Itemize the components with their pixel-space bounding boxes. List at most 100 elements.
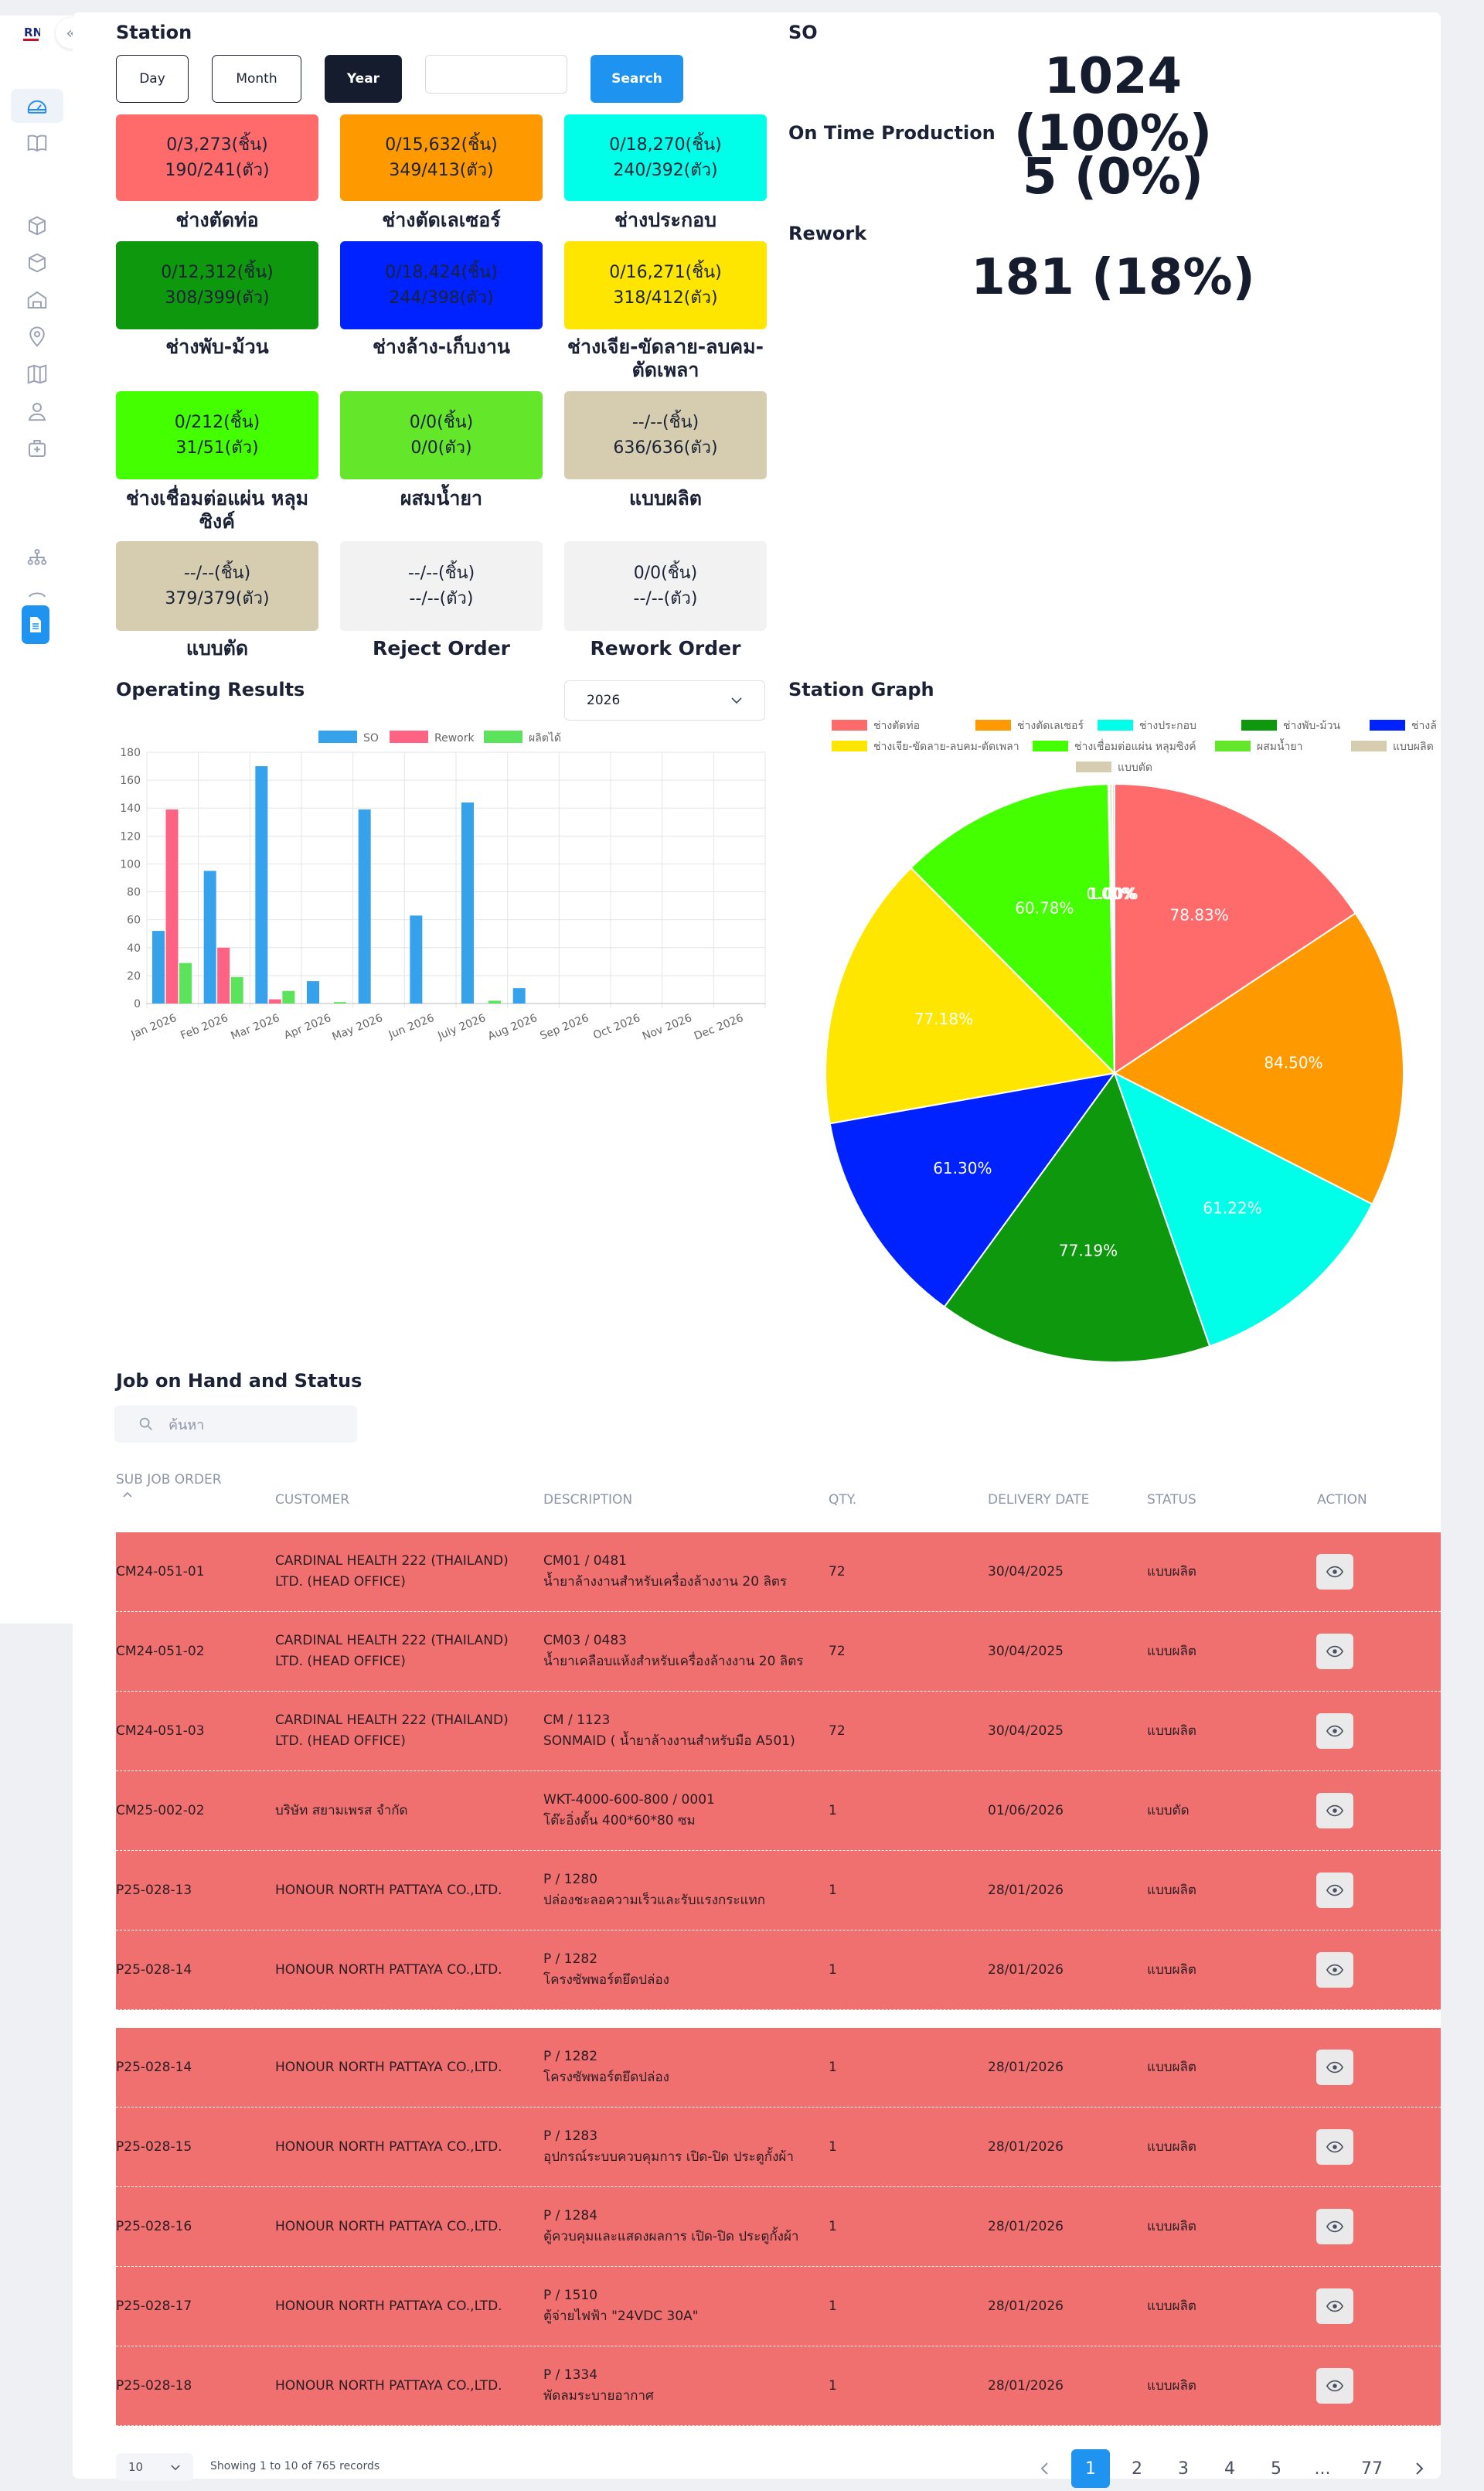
date-input[interactable] bbox=[425, 55, 567, 94]
station-tile[interactable]: 0/18,270(ชิ้น) 240/392(ตัว) bbox=[564, 114, 767, 201]
cell-description-code: P / 1284 bbox=[543, 2208, 598, 2223]
filter-month-button[interactable]: Month bbox=[212, 55, 301, 103]
view-button[interactable] bbox=[1316, 1713, 1353, 1749]
station-tile[interactable]: 0/15,632(ชิ้น) 349/413(ตัว) bbox=[340, 114, 543, 201]
legend-label: แบบตัด bbox=[1118, 762, 1152, 774]
station-tile[interactable]: 0/212(ชิ้น) 31/51(ตัว) bbox=[116, 391, 318, 479]
page-button[interactable]: 4 bbox=[1224, 2459, 1235, 2479]
cell-status: แบบผลิต bbox=[1147, 2219, 1196, 2234]
station-tile[interactable]: 0/0(ชิ้น) 0/0(ตัว) bbox=[340, 391, 543, 479]
sidebar-item-cube[interactable] bbox=[11, 246, 63, 280]
station-graph-chart: ช่างตัดท่อ ช่างตัดเลเซอร์ ช่างประกอบ ช่างพั… bbox=[825, 718, 1438, 1364]
prev-page-button[interactable] bbox=[1025, 2449, 1064, 2488]
view-button[interactable] bbox=[1316, 2288, 1353, 2324]
table-row[interactable]: P25-028-15 HONOUR NORTH PATTAYA CO.,LTD. P… bbox=[116, 2108, 1441, 2187]
filter-day-button[interactable]: Day bbox=[116, 55, 189, 103]
station-tile[interactable]: 0/3,273(ชิ้น) 190/241(ตัว) bbox=[116, 114, 318, 201]
col-delivery-date[interactable]: DELIVERY DATE bbox=[988, 1492, 1090, 1508]
page-button[interactable]: 2 bbox=[1132, 2459, 1142, 2479]
page-size-select[interactable]: 10 bbox=[116, 2453, 193, 2481]
y-tick-label: 100 bbox=[120, 858, 141, 871]
view-button[interactable] bbox=[1316, 1554, 1353, 1590]
page-button[interactable]: 1 bbox=[1071, 2449, 1110, 2488]
y-tick-label: 40 bbox=[127, 942, 141, 955]
filter-year-button[interactable]: Year bbox=[325, 55, 402, 103]
page-button[interactable]: 5 bbox=[1271, 2459, 1281, 2479]
sort-up-icon[interactable] bbox=[122, 1491, 133, 1498]
sidebar-item-medical[interactable] bbox=[11, 431, 63, 465]
sidebar-item-location[interactable] bbox=[11, 320, 63, 354]
cell-description-text: โครงซัพพอร์ตยึดปล่อง bbox=[543, 2070, 669, 2085]
station-tile[interactable]: 0/12,312(ชิ้น) 308/399(ตัว) bbox=[116, 241, 318, 329]
cell-description-code: P / 1282 bbox=[543, 1951, 598, 1967]
station-tile[interactable]: 0/18,424(ชิ้น) 244/398(ตัว) bbox=[340, 241, 543, 329]
page-button[interactable]: 3 bbox=[1178, 2459, 1189, 2479]
sidebar-item-arc[interactable] bbox=[11, 576, 63, 610]
cell-description-code: WKT-4000-600-800 / 0001 bbox=[543, 1792, 715, 1808]
station-tile[interactable]: 0/16,271(ชิ้น) 318/412(ตัว) bbox=[564, 241, 767, 329]
tile-units: 379/379(ตัว) bbox=[165, 589, 270, 608]
legend-swatch bbox=[832, 720, 867, 731]
bar bbox=[358, 809, 371, 1004]
sidebar-item-map[interactable] bbox=[11, 357, 63, 391]
speedometer-icon bbox=[27, 100, 47, 114]
jobs-search-input[interactable]: ค้นหา bbox=[114, 1406, 357, 1443]
cell-delivery-date: 30/04/2025 bbox=[988, 1564, 1064, 1579]
sidebar-item-warehouse[interactable] bbox=[11, 283, 63, 317]
col-customer[interactable]: CUSTOMER bbox=[275, 1492, 350, 1508]
station-tile[interactable]: --/--(ชิ้น) 379/379(ตัว) bbox=[116, 541, 318, 631]
sidebar-item-document[interactable] bbox=[22, 605, 49, 644]
station-tile[interactable]: --/--(ชิ้น) --/--(ตัว) bbox=[340, 541, 543, 631]
cell-qty: 1 bbox=[829, 1803, 837, 1818]
view-button[interactable] bbox=[1316, 1793, 1353, 1828]
station-tile[interactable]: 0/0(ชิ้น) --/--(ตัว) bbox=[564, 541, 767, 631]
eye-icon bbox=[1326, 1804, 1343, 1817]
view-button[interactable] bbox=[1316, 2129, 1353, 2165]
tile-pieces: 0/3,273(ชิ้น) bbox=[166, 135, 268, 155]
table-row[interactable]: P25-028-17 HONOUR NORTH PATTAYA CO.,LTD. P… bbox=[116, 2267, 1441, 2346]
rework-value: 181 (18%) bbox=[971, 249, 1255, 306]
cell-description-code: CM / 1123 bbox=[543, 1712, 611, 1728]
sidebar-item-user[interactable] bbox=[11, 394, 63, 428]
table-row[interactable]: P25-028-18 HONOUR NORTH PATTAYA CO.,LTD. P… bbox=[116, 2346, 1441, 2426]
table-row[interactable]: P25-028-16 HONOUR NORTH PATTAYA CO.,LTD. P… bbox=[116, 2187, 1441, 2267]
sidebar-item-org[interactable] bbox=[11, 540, 63, 574]
col-description[interactable]: DESCRIPTION bbox=[543, 1492, 633, 1508]
table-row[interactable]: CM25-002-02 บริษัท สยามเพรส จำกัด WKT-4000… bbox=[116, 1771, 1441, 1851]
table-row[interactable]: CM24-051-03 CARDINAL HEALTH 222 (THAILAND… bbox=[116, 1692, 1441, 1771]
sidebar-item-book[interactable] bbox=[11, 126, 63, 160]
table-row[interactable]: P25-028-14 HONOUR NORTH PATTAYA CO.,LTD. P… bbox=[116, 2028, 1441, 2108]
arc-icon bbox=[29, 592, 46, 598]
view-button[interactable] bbox=[1316, 2368, 1353, 2404]
next-page-button[interactable] bbox=[1401, 2449, 1439, 2488]
so-label: SO bbox=[788, 22, 818, 43]
tile-units: 240/392(ตัว) bbox=[613, 161, 718, 180]
table-row[interactable]: P25-028-13 HONOUR NORTH PATTAYA CO.,LTD. P… bbox=[116, 1851, 1441, 1930]
cell-customer-line2: LTD. (HEAD OFFICE) bbox=[275, 1574, 406, 1590]
table-row[interactable]: P25-028-14 HONOUR NORTH PATTAYA CO.,LTD. P… bbox=[116, 1930, 1441, 2010]
table-row[interactable]: CM24-051-01 CARDINAL HEALTH 222 (THAILAND… bbox=[116, 1532, 1441, 1612]
search-button[interactable]: Search bbox=[591, 55, 683, 103]
view-button[interactable] bbox=[1316, 1952, 1353, 1988]
cell-sub-job-order: P25-028-14 bbox=[116, 1962, 192, 1978]
year-select[interactable]: 2026 bbox=[564, 680, 765, 721]
view-button[interactable] bbox=[1316, 2050, 1353, 2085]
x-tick-label: Aug 2026 bbox=[486, 1012, 539, 1043]
col-sub-job-order[interactable]: SUB JOB ORDER bbox=[116, 1472, 222, 1487]
view-button[interactable] bbox=[1316, 1873, 1353, 1908]
sidebar-item-box[interactable] bbox=[11, 209, 63, 243]
view-button[interactable] bbox=[1316, 1634, 1353, 1669]
cell-description-text: โต๊ะอิ่งตั้น 400*60*80 ซม bbox=[543, 1813, 696, 1828]
cell-description-code: P / 1283 bbox=[543, 2128, 598, 2144]
sidebar-item-dashboard[interactable] bbox=[11, 89, 63, 123]
col-status[interactable]: STATUS bbox=[1147, 1492, 1196, 1508]
col-qty[interactable]: QTY. bbox=[829, 1492, 857, 1508]
cell-customer: HONOUR NORTH PATTAYA CO.,LTD. bbox=[275, 2060, 502, 2075]
table-row[interactable]: CM24-051-02 CARDINAL HEALTH 222 (THAILAND… bbox=[116, 1612, 1441, 1692]
station-tile[interactable]: --/--(ชิ้น) 636/636(ตัว) bbox=[564, 391, 767, 479]
station-tile-label: ช่างเชื่อมต่อแผ่น หลุมซิงค์ bbox=[125, 487, 309, 533]
view-button[interactable] bbox=[1316, 2209, 1353, 2244]
cell-sub-job-order: P25-028-17 bbox=[116, 2298, 192, 2314]
page-button[interactable]: 77 bbox=[1361, 2459, 1383, 2479]
bar bbox=[165, 809, 179, 1004]
